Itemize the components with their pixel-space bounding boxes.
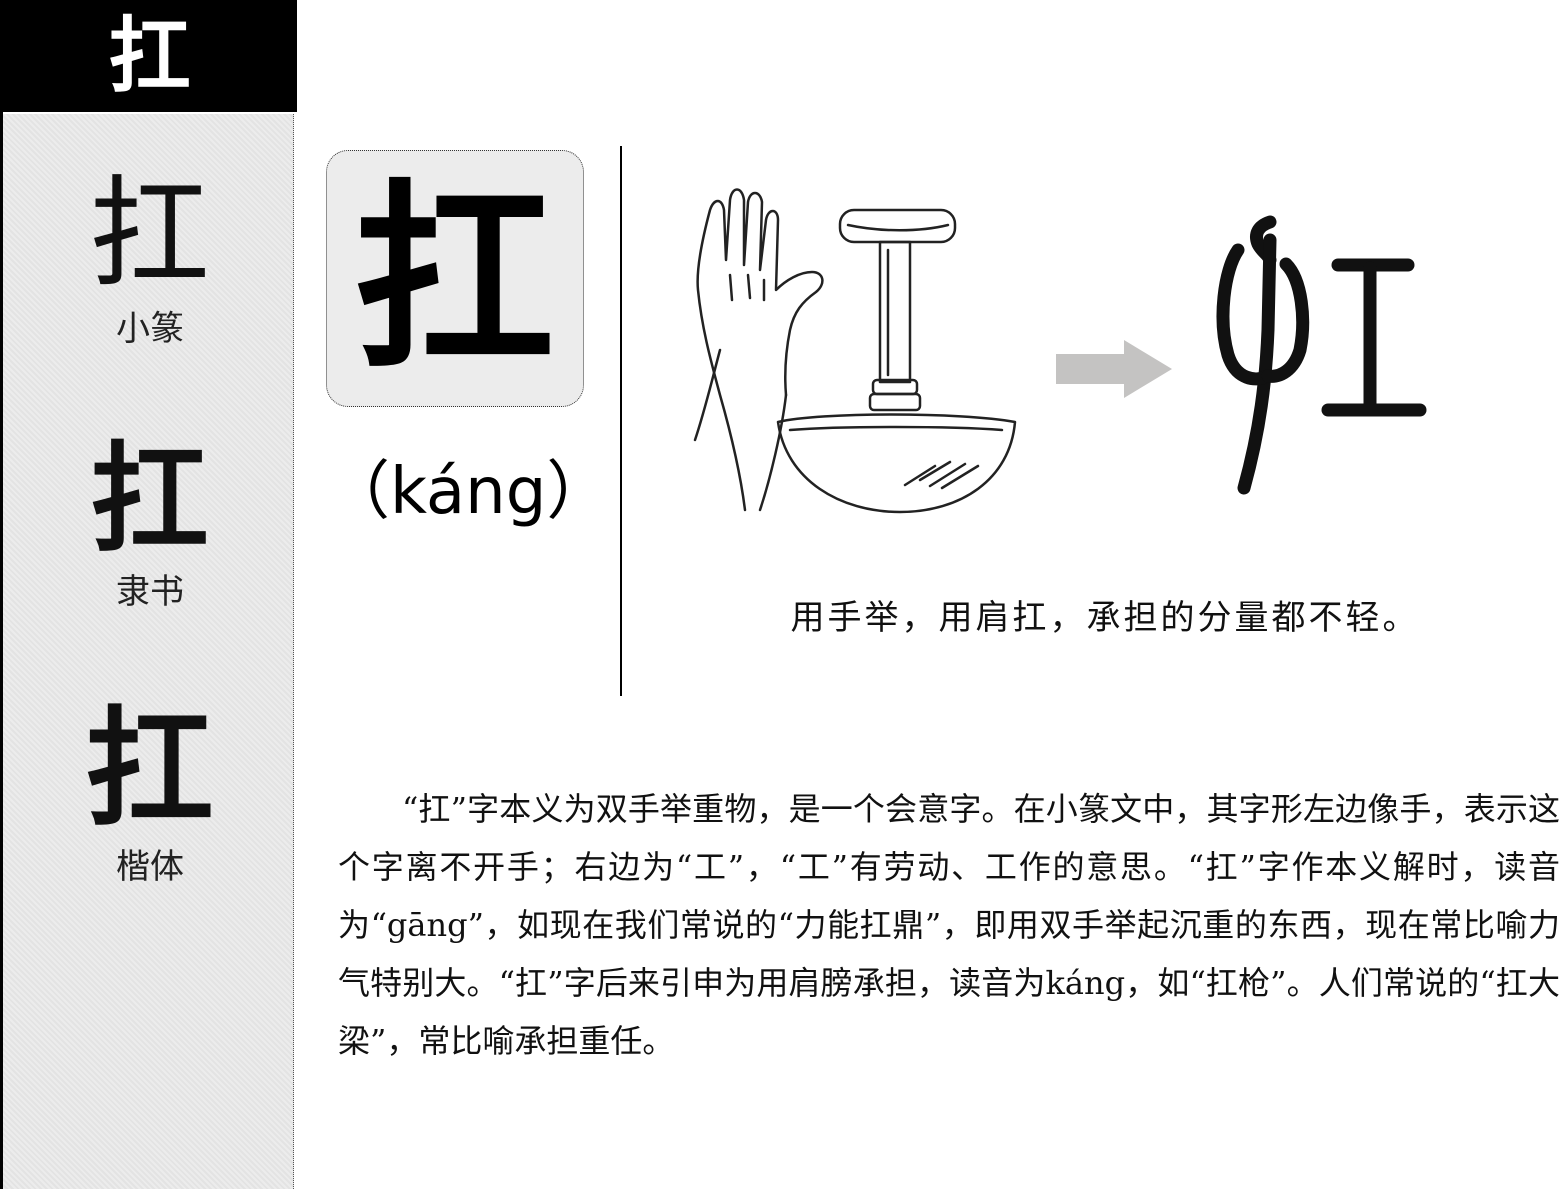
variant-label: 隶书 — [116, 572, 184, 612]
regular-script-glyph: 扛 — [85, 694, 214, 844]
header-box: 扛 — [3, 0, 297, 114]
main-character: 扛 — [354, 160, 555, 396]
right-arrow-icon — [1056, 340, 1172, 398]
clerical-script-glyph: 扛 — [90, 430, 209, 568]
divider — [620, 146, 622, 696]
variant-clerical-script: 扛 隶书 — [3, 440, 297, 613]
sidebar: 扛 扛 小篆 扛 隶书 扛 楷体 — [0, 0, 297, 1189]
seal-script-glyph: 扛 — [90, 165, 210, 304]
variant-label: 楷体 — [116, 847, 184, 887]
explanation-paragraph: “扛”字本义为双手举重物，是一个会意字。在小篆文中，其字形左边像手，表示这个字离… — [338, 790, 1560, 1060]
pinyin: （káng） — [326, 455, 611, 529]
main-character-box: 扛 — [326, 150, 584, 407]
variant-label: 小篆 — [116, 309, 184, 349]
variant-regular-script: 扛 楷体 — [3, 705, 297, 888]
header-character: 扛 — [108, 8, 191, 104]
seal-script-kang-glyph — [1216, 215, 1427, 495]
hand-lifting-ding-illustration — [693, 188, 1017, 514]
caption: 用手举，用肩扛，承担的分量都不轻。 — [790, 598, 1420, 638]
variant-seal-script: 扛 小篆 — [3, 175, 297, 350]
